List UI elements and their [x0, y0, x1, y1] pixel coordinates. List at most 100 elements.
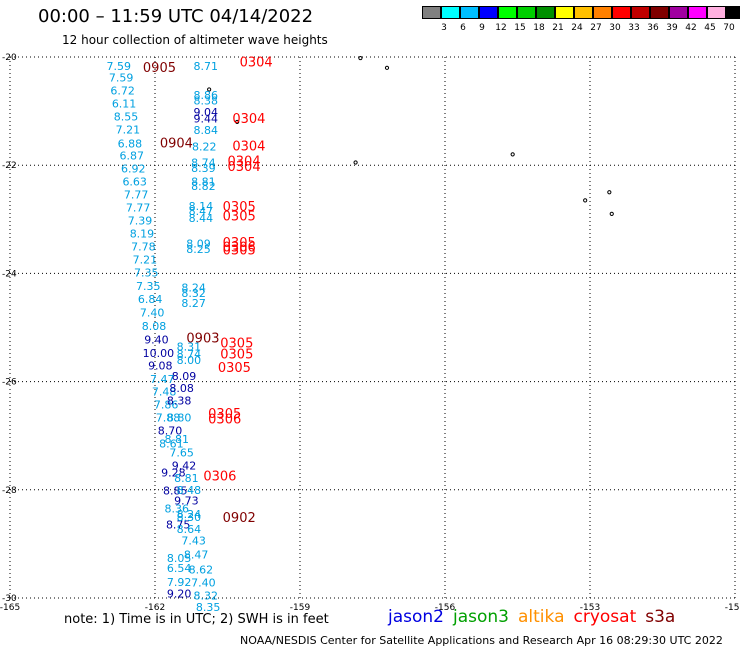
pass-time-tag: 0305: [218, 361, 251, 376]
wave-height-value: 8.08: [142, 320, 167, 333]
wave-height-value: 8.74: [191, 156, 216, 169]
colorbar-label: 6: [460, 23, 466, 33]
wave-height-value: 8.48: [177, 484, 202, 497]
wave-height-value: 8.81: [174, 472, 199, 485]
wave-height-value: 7.77: [124, 188, 149, 201]
pass-time-tag: 0304: [228, 154, 261, 169]
pass-time-tag: 0305: [223, 244, 256, 259]
page-title: 00:00 – 11:59 UTC 04/14/2022: [38, 6, 314, 27]
colorbar-label: 36: [647, 23, 659, 33]
legend-item-altika: altika: [518, 607, 565, 627]
wave-height-value: 6.87: [120, 149, 145, 162]
lat-tick-label: -24: [2, 269, 17, 279]
legend-item-s3a: s3a: [645, 607, 676, 627]
wave-height-value: 8.86: [194, 89, 219, 102]
pass-time-tag: 0905: [143, 61, 176, 76]
colorbar-label: 27: [590, 23, 602, 33]
island-marker: [609, 211, 614, 216]
wave-height-value: 8.19: [130, 227, 155, 240]
lon-tick-label: -159: [290, 603, 311, 613]
wave-height-value: 8.35: [196, 601, 221, 614]
wave-height-value: 9.20: [167, 588, 192, 601]
wave-height-value: 7.59: [107, 60, 132, 73]
wave-height-value: 8.09: [172, 370, 197, 383]
wave-height-value: 8.82: [191, 180, 216, 193]
lon-tick-label: -165: [0, 603, 20, 613]
wave-height-value: 8.74: [177, 348, 202, 361]
colorbar-swatch: [574, 6, 593, 19]
island-marker: [510, 152, 515, 157]
wave-height-value: 8.32: [194, 589, 219, 602]
pass-time-tag: 0305: [223, 210, 256, 225]
colorbar-swatch: [422, 6, 441, 19]
wave-height-value: 8.24: [177, 508, 202, 521]
pass-time-tag: 0305: [220, 337, 253, 352]
colorbar-swatch: [707, 6, 726, 19]
wave-height-value: 6.63: [122, 175, 147, 188]
wave-height-value: 9.28: [161, 466, 186, 479]
lat-tick-label: -28: [2, 486, 17, 496]
wave-height-value: 6.54: [167, 562, 192, 575]
wave-height-value: 9.04: [194, 106, 219, 119]
credit-line: NOAA/NESDIS Center for Satellite Applica…: [240, 634, 723, 647]
pass-time-tag: 0903: [186, 331, 219, 346]
pass-time-tag: 0902: [223, 511, 256, 526]
lon-tick-label: -150: [725, 603, 740, 613]
wave-height-value: 7.21: [133, 253, 158, 266]
wave-height-value: 8.22: [192, 140, 217, 153]
pass-time-tag: 0304: [232, 112, 265, 127]
wave-height-value: 8.75: [166, 518, 191, 531]
wave-height-value: 7.48: [152, 385, 177, 398]
wave-height-value: 8.30: [177, 511, 202, 524]
island-marker: [384, 65, 390, 70]
island-marker: [358, 55, 363, 61]
wave-height-value: 7.39: [128, 214, 153, 227]
wave-height-value: 9.73: [174, 495, 199, 508]
wave-height-value: 6.88: [118, 138, 143, 151]
colorbar-label: 39: [666, 23, 678, 33]
pass-time-tag: 0304: [232, 139, 265, 154]
colorbar-label: 18: [533, 23, 545, 33]
colorbar-label: 12: [495, 23, 507, 33]
wave-height-value: 9.42: [172, 459, 197, 472]
colorbar-swatch: [631, 6, 650, 19]
wave-height-value: 7.40: [191, 576, 216, 589]
pass-time-tag: 0305: [223, 236, 256, 251]
pass-time-tag: 0306: [223, 240, 256, 255]
island-marker: [583, 198, 588, 203]
wave-height-value: 8.62: [189, 563, 214, 576]
wave-height-value: 8.27: [181, 297, 206, 310]
colorbar-label: 9: [479, 23, 485, 33]
wave-height-value: 7.35: [134, 266, 159, 279]
island-marker: [353, 160, 358, 165]
wave-height-value: 8.09: [186, 238, 211, 251]
colorbar-swatch: [498, 6, 517, 19]
colorbar-label: 30: [609, 23, 621, 33]
wave-height-value: 9.44: [194, 113, 219, 126]
wave-height-value: 8.25: [186, 243, 211, 256]
colorbar-label: 70: [723, 23, 735, 33]
wave-height-value: 7.40: [140, 306, 165, 319]
wave-height-value: 10.00: [143, 347, 175, 360]
pass-time-tag: 0304: [240, 55, 273, 70]
colorbar-label: 21: [552, 23, 564, 33]
pass-time-tag: 0304: [228, 160, 261, 175]
island-marker: [607, 190, 612, 195]
colorbar-swatch: [669, 6, 688, 19]
wave-height-value: 7.21: [116, 123, 141, 136]
colorbar-label: 33: [628, 23, 640, 33]
colorbar-swatch: [593, 6, 612, 19]
wave-height-value: 8.44: [189, 212, 214, 225]
colorbar-label: 24: [571, 23, 583, 33]
satellite-legend: jason2 jason3 altika cryosat s3a: [388, 607, 684, 627]
island-marker: [235, 119, 240, 125]
pass-time-tag: 0306: [208, 412, 241, 427]
wave-height-value: 8.55: [114, 111, 139, 124]
lat-tick-label: -26: [2, 378, 17, 388]
wave-height-value: 8.38: [194, 94, 219, 107]
wave-height-value: 8.84: [194, 124, 219, 137]
pass-time-tag: 0904: [160, 137, 193, 152]
colorbar-swatch: [726, 6, 740, 19]
pass-time-tag: 0305: [208, 407, 241, 422]
